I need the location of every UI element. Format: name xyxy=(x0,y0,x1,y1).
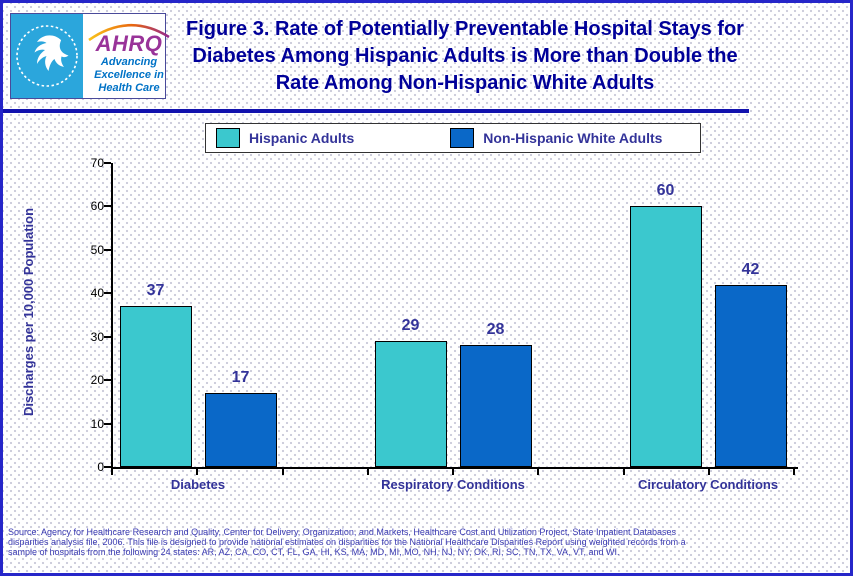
y-axis-tick-label: 50 xyxy=(90,242,104,257)
bar-value-label: 42 xyxy=(741,261,760,278)
bar-nonhispanic-white xyxy=(204,393,277,467)
hhs-seal-icon xyxy=(11,14,83,98)
y-axis-tick xyxy=(104,422,111,425)
y-axis-tick-label: 20 xyxy=(90,373,104,388)
bar-hispanic xyxy=(119,306,192,467)
category-label: Diabetes xyxy=(170,477,226,492)
category-label: Circulatory Conditions xyxy=(637,477,779,492)
x-axis-line xyxy=(111,467,798,469)
x-axis-tick xyxy=(281,469,284,475)
bar-hispanic xyxy=(629,206,702,467)
x-axis-tick xyxy=(366,469,369,475)
y-axis-line xyxy=(111,163,113,469)
plot-area: Discharges per 10,000 Population 0 10 20 30… xyxy=(3,3,850,573)
bar-value-label: 17 xyxy=(231,369,250,386)
y-axis-tick xyxy=(104,162,111,164)
y-axis-tick xyxy=(104,205,111,208)
y-axis-tick-label: 0 xyxy=(97,460,104,474)
bar-nonhispanic-white xyxy=(459,345,532,467)
legend-swatch-nonhispanic-white xyxy=(450,128,475,148)
y-axis-tick xyxy=(104,335,111,338)
y-axis-tick-label: 60 xyxy=(90,199,104,214)
bar-value-label: 60 xyxy=(656,182,675,199)
y-axis-tick-label: 40 xyxy=(90,286,104,301)
legend-swatch-hispanic xyxy=(216,128,240,148)
category-label: Respiratory Conditions xyxy=(381,477,525,492)
x-axis-tick xyxy=(537,469,540,475)
legend-item-nonhispanic-white: Non-Hispanic White Adults xyxy=(450,128,662,148)
source-note: Source: Agency for Healthcare Research a… xyxy=(8,527,848,557)
bar-nonhispanic-white xyxy=(714,285,787,467)
figure-title-line-3: Rate Among Non-Hispanic White Adults xyxy=(275,72,655,94)
source-note-line-3: sample of hospitals from the following 2… xyxy=(8,547,620,557)
legend-label-hispanic: Hispanic Adults xyxy=(249,130,355,146)
hhs-eagle-icon xyxy=(16,25,78,87)
ahrq-wordmark: AHRQ xyxy=(95,30,163,56)
y-axis-tick xyxy=(104,248,111,251)
y-axis-tick xyxy=(104,292,111,295)
figure-title: Figure 3. Rate of Potentially Preventabl… xyxy=(155,16,775,97)
bar-value-label: 37 xyxy=(146,282,165,299)
ahrq-arc-icon xyxy=(88,23,170,41)
y-axis-tick xyxy=(104,466,111,468)
y-axis-tick xyxy=(104,379,111,382)
x-axis-tick xyxy=(452,469,454,475)
ahrq-hhs-logo: AHRQ Advancing Excellence in Health Care xyxy=(10,13,170,99)
bar-value-label: 28 xyxy=(486,321,505,338)
bar-hispanic xyxy=(374,341,447,467)
legend-item-hispanic: Hispanic Adults xyxy=(216,128,354,148)
y-axis-title: Discharges per 10,000 Population xyxy=(21,207,36,417)
source-note-line-2: disparities analysis file, 2006. This fi… xyxy=(8,537,686,547)
x-axis-tick xyxy=(111,469,113,475)
ahrq-tagline: Advancing Excellence in Health Care xyxy=(94,55,164,94)
bar-value-label: 29 xyxy=(401,317,420,334)
title-divider xyxy=(3,109,749,113)
y-axis-tick-label: 30 xyxy=(90,329,104,344)
chart-legend: Hispanic Adults Non-Hispanic White Adult… xyxy=(205,123,701,153)
y-axis-tick-label: 70 xyxy=(90,156,104,170)
x-axis-tick xyxy=(793,469,795,475)
legend-label-nonhispanic-white: Non-Hispanic White Adults xyxy=(483,130,663,146)
x-axis-tick xyxy=(622,469,625,475)
x-axis-tick xyxy=(707,469,710,475)
x-axis-tick xyxy=(196,469,199,475)
ahrq-logo: AHRQ Advancing Excellence in Health Care xyxy=(83,14,175,98)
source-note-line-1: Source: Agency for Healthcare Research a… xyxy=(8,527,676,537)
y-axis-tick-label: 10 xyxy=(90,416,104,431)
figure-title-line-2: Diabetes Among Hispanic Adults is More t… xyxy=(192,45,738,67)
figure-title-line-1: Figure 3. Rate of Potentially Preventabl… xyxy=(186,18,744,40)
